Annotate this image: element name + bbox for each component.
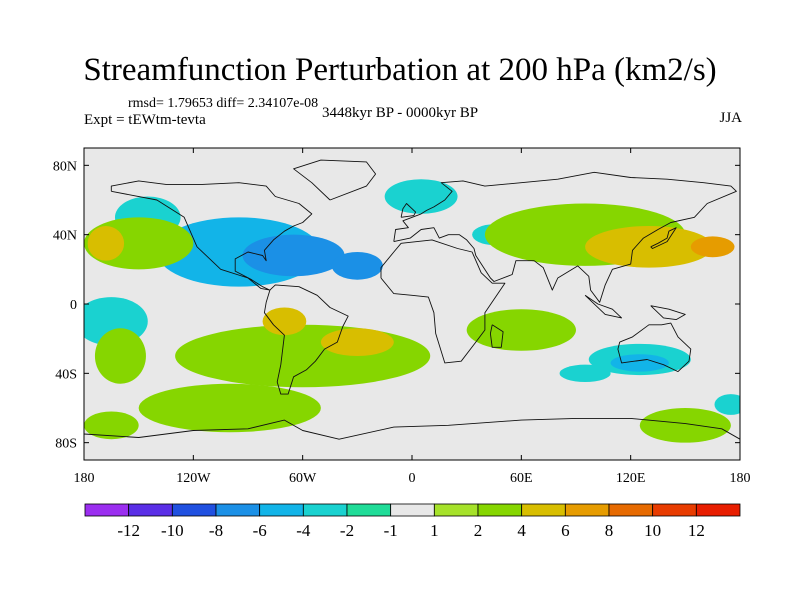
field-region [585,226,713,268]
colorbar-label: -2 [340,521,354,540]
colorbar-swatch [128,503,173,517]
colorbar-swatch [390,503,435,517]
colorbar-swatch [215,503,261,517]
colorbar-swatch [695,503,741,517]
x-tick-label: 120W [176,471,211,486]
field-region [466,309,576,351]
season-text: JJA [719,110,742,126]
colorbar-swatch [259,503,304,517]
colorbar-label: -4 [296,521,311,540]
colorbar-label: 1 [430,521,439,540]
colorbar: -12 -10 -8 -6 -4 -2 -1 1 2 4 6 8 10 12 [84,503,741,540]
colorbar-swatch [302,503,348,517]
field-region [242,234,345,277]
x-tick-label: 180 [74,471,95,486]
stats-text: rmsd= 1.79653 diff= 2.34107e-08 [128,96,319,111]
colorbar-swatch [564,503,610,517]
x-tick-label: 60W [289,471,317,486]
y-tick-label: 0 [70,298,77,313]
colorbar-label: 8 [605,521,614,540]
coastline [650,227,677,249]
coastline [400,203,417,218]
colorbar-label: -12 [117,521,140,540]
y-tick-label: 80S [55,437,77,452]
experiment-text: Expt = tEWtm-tevta [84,112,206,128]
field-region [175,324,431,388]
coastline [84,417,740,440]
field-region [262,307,307,336]
colorbar-swatch [171,503,217,517]
field-region [320,328,394,356]
colorbar-label: 6 [561,521,570,540]
coastline [650,305,686,321]
coastline [584,294,623,319]
axes: 180 120W 60W 0 60E 120E 180 80N 40N 0 40S 80S [53,148,751,486]
x-tick-label: 0 [409,471,416,486]
colorbar-swatch [477,503,523,517]
colorbar-swatch [521,503,566,517]
colorbar-swatch [346,503,392,517]
field-region [714,394,740,415]
coastline [263,284,349,395]
coastline [293,159,377,201]
field-region [690,236,735,258]
period-text: 3448kyr BP - 0000kyr BP [322,105,479,121]
field-region [639,408,731,443]
field-region [84,411,139,440]
colorbar-label: 4 [517,521,526,540]
contour-field [84,148,740,460]
colorbar-label: 12 [688,521,705,540]
colorbar-label: -6 [253,521,267,540]
chart-title: Streamfunction Perturbation at 200 hPa (… [83,52,717,88]
y-tick-label: 40S [55,367,77,382]
coastline [380,239,506,364]
colorbar-swatch [608,503,654,517]
y-tick-label: 80N [53,159,77,174]
colorbar-swatch [433,503,479,517]
coastline [393,171,737,303]
colorbar-label: -1 [384,521,398,540]
colorbar-swatch [84,503,130,517]
field-region [138,383,321,433]
colorbar-label: 10 [644,521,661,540]
x-tick-label: 60E [510,471,533,486]
colorbar-label: -10 [161,521,184,540]
field-region [384,179,458,214]
colorbar-label: -8 [209,521,223,540]
colorbar-swatch [652,503,697,517]
field-region [331,252,383,280]
coastline [617,322,692,373]
field-region [87,226,125,261]
field-region [559,364,611,383]
field-region [94,328,146,384]
coastline [110,180,313,291]
coastlines [84,159,740,440]
y-tick-label: 40N [53,229,77,244]
colorbar-label: 2 [474,521,483,540]
coastline [489,324,504,348]
x-tick-label: 180 [730,471,751,486]
field-region [610,354,669,372]
x-tick-label: 120E [616,471,646,486]
